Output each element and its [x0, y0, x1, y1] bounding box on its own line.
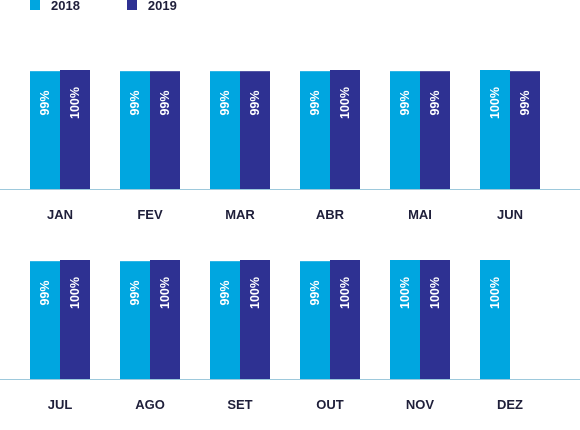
data-label-2019-fev: 99% [158, 90, 172, 115]
legend: 2018 2019 [30, 0, 224, 13]
legend-swatch-2019 [126, 0, 137, 10]
bar-2019-set [240, 260, 270, 379]
bar-2018-nov [390, 260, 420, 379]
chart-panel-1: 99% 100% JAN 99% 99% FEV 99% 99% MAR 99% 100% ABR 99… [0, 70, 580, 222]
bar-2019-mar [240, 71, 270, 189]
category-label-fev: FEV [137, 207, 163, 222]
bar-2018-out [300, 261, 330, 379]
category-label-mai: MAI [408, 207, 432, 222]
category-label-jun: JUN [497, 207, 523, 222]
bar-2018-ago [120, 261, 150, 379]
bar-2019-ago [150, 260, 180, 379]
bar-2019-jun [510, 71, 540, 189]
bar-2019-jan [60, 70, 90, 189]
bar-2018-abr [300, 71, 330, 189]
category-label-out: OUT [316, 397, 344, 412]
data-label-2019-jul: 100% [68, 277, 82, 309]
bar-2018-fev [120, 71, 150, 189]
data-label-2018-mai: 99% [398, 90, 412, 115]
data-label-2019-out: 100% [338, 277, 352, 309]
bar-2018-dez [480, 260, 510, 379]
data-label-2019-mar: 99% [248, 90, 262, 115]
data-label-2018-dez: 100% [488, 277, 502, 309]
data-label-2018-jan: 99% [38, 90, 52, 115]
bar-2018-mar [210, 71, 240, 189]
data-label-2018-out: 99% [308, 280, 322, 305]
data-label-2019-abr: 100% [338, 87, 352, 119]
data-label-2018-mar: 99% [218, 90, 232, 115]
category-label-set: SET [227, 397, 252, 412]
bar-2018-mai [390, 71, 420, 189]
data-label-2019-mai: 99% [428, 90, 442, 115]
category-label-mar: MAR [225, 207, 255, 222]
bar-2019-fev [150, 71, 180, 189]
data-label-2018-ago: 99% [128, 280, 142, 305]
data-label-2019-ago: 100% [158, 277, 172, 309]
category-label-jul: JUL [48, 397, 73, 412]
data-label-2019-jun: 99% [518, 90, 532, 115]
data-label-2019-jan: 100% [68, 87, 82, 119]
data-label-2018-set: 99% [218, 280, 232, 305]
chart-panel-2: 99% 100% JUL 99% 100% AGO 99% 100% SET 99% 100% OUT… [0, 260, 580, 412]
category-label-dez: DEZ [497, 397, 523, 412]
legend-label-2018: 2018 [51, 0, 80, 13]
bar-2019-out [330, 260, 360, 379]
category-label-abr: ABR [316, 207, 345, 222]
bar-2019-mai [420, 71, 450, 189]
legend-swatch-2018 [30, 0, 40, 10]
data-label-2018-fev: 99% [128, 90, 142, 115]
bar-2019-nov [420, 260, 450, 379]
data-label-2018-abr: 99% [308, 90, 322, 115]
data-label-2019-nov: 100% [428, 277, 442, 309]
data-label-2018-jun: 100% [488, 87, 502, 119]
category-label-nov: NOV [406, 397, 435, 412]
bar-2018-jun [480, 70, 510, 189]
bar-2018-jul [30, 261, 60, 379]
bar-2018-jan [30, 71, 60, 189]
data-label-2018-jul: 99% [38, 280, 52, 305]
category-label-jan: JAN [47, 207, 73, 222]
legend-item-2019: 2019 [126, 0, 177, 13]
data-label-2019-set: 100% [248, 277, 262, 309]
legend-label-2019: 2019 [147, 0, 177, 13]
bar-2019-abr [330, 70, 360, 189]
legend-item-2018: 2018 [30, 0, 80, 13]
bar-2018-set [210, 261, 240, 379]
bar-2019-jul [60, 260, 90, 379]
data-label-2018-nov: 100% [398, 277, 412, 309]
category-label-ago: AGO [135, 397, 165, 412]
